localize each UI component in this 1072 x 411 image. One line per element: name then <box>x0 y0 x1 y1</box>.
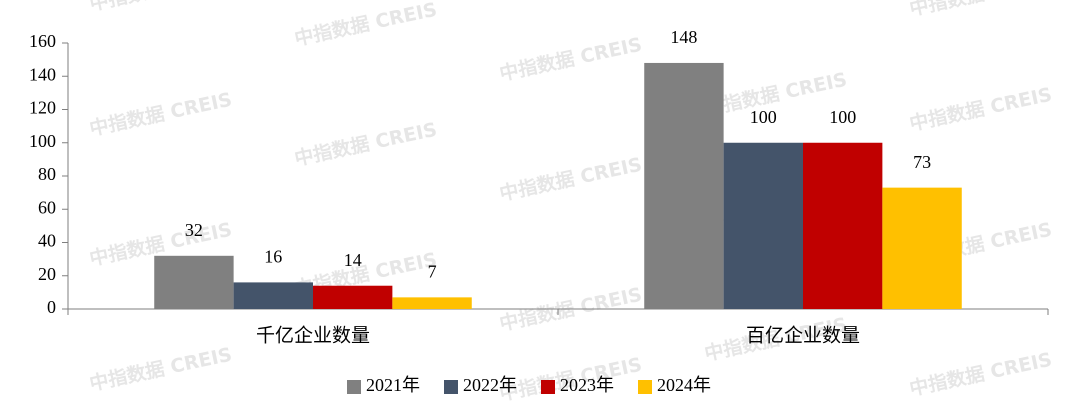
bar <box>392 297 472 309</box>
bar <box>803 142 883 309</box>
y-tick-label: 0 <box>47 297 56 317</box>
bar <box>313 285 393 309</box>
watermark: 中指数据 CREIS <box>497 153 644 206</box>
watermark: 中指数据 CREIS <box>907 348 1054 401</box>
bar <box>233 282 313 309</box>
y-tick-label: 160 <box>29 31 56 51</box>
y-tick-label: 100 <box>29 131 56 151</box>
watermark: 中指数据 CREIS <box>497 33 644 86</box>
watermark: 中指数据 CREIS <box>292 118 439 171</box>
legend-label: 2021年 <box>366 375 420 395</box>
data-label: 100 <box>750 107 777 127</box>
y-tick-label: 140 <box>29 64 56 84</box>
y-tick-label: 20 <box>38 264 56 284</box>
watermark: 中指数据 CREIS <box>907 0 1054 20</box>
bar <box>882 187 962 309</box>
data-label: 32 <box>185 220 203 240</box>
watermark: 中指数据 CREIS <box>87 0 234 15</box>
x-tick-label: 千亿企业数量 <box>256 325 370 347</box>
watermark: 中指数据 CREIS <box>292 0 439 50</box>
legend-swatch <box>638 380 652 394</box>
legend-label: 2023年 <box>560 375 614 395</box>
data-label: 14 <box>344 250 362 270</box>
bar <box>723 142 803 309</box>
y-tick-label: 120 <box>29 98 56 118</box>
watermark: 中指数据 CREIS <box>907 83 1054 136</box>
data-label: 73 <box>913 152 931 172</box>
legend-label: 2024年 <box>657 375 711 395</box>
data-label: 148 <box>670 27 697 47</box>
watermark: 中指数据 CREIS <box>87 88 234 141</box>
y-tick-label: 40 <box>38 231 56 251</box>
data-label: 16 <box>264 247 282 267</box>
x-tick-label: 百亿企业数量 <box>746 325 860 347</box>
legend-label: 2022年 <box>463 375 517 395</box>
legend-swatch <box>347 380 361 394</box>
bar <box>154 255 234 309</box>
data-label: 7 <box>428 261 437 281</box>
bar <box>644 62 724 310</box>
y-tick-label: 60 <box>38 197 56 217</box>
y-tick-label: 80 <box>38 164 56 184</box>
watermark: 中指数据 CREIS <box>87 343 234 396</box>
legend-swatch <box>541 380 555 394</box>
data-label: 100 <box>829 107 856 127</box>
legend-swatch <box>444 380 458 394</box>
